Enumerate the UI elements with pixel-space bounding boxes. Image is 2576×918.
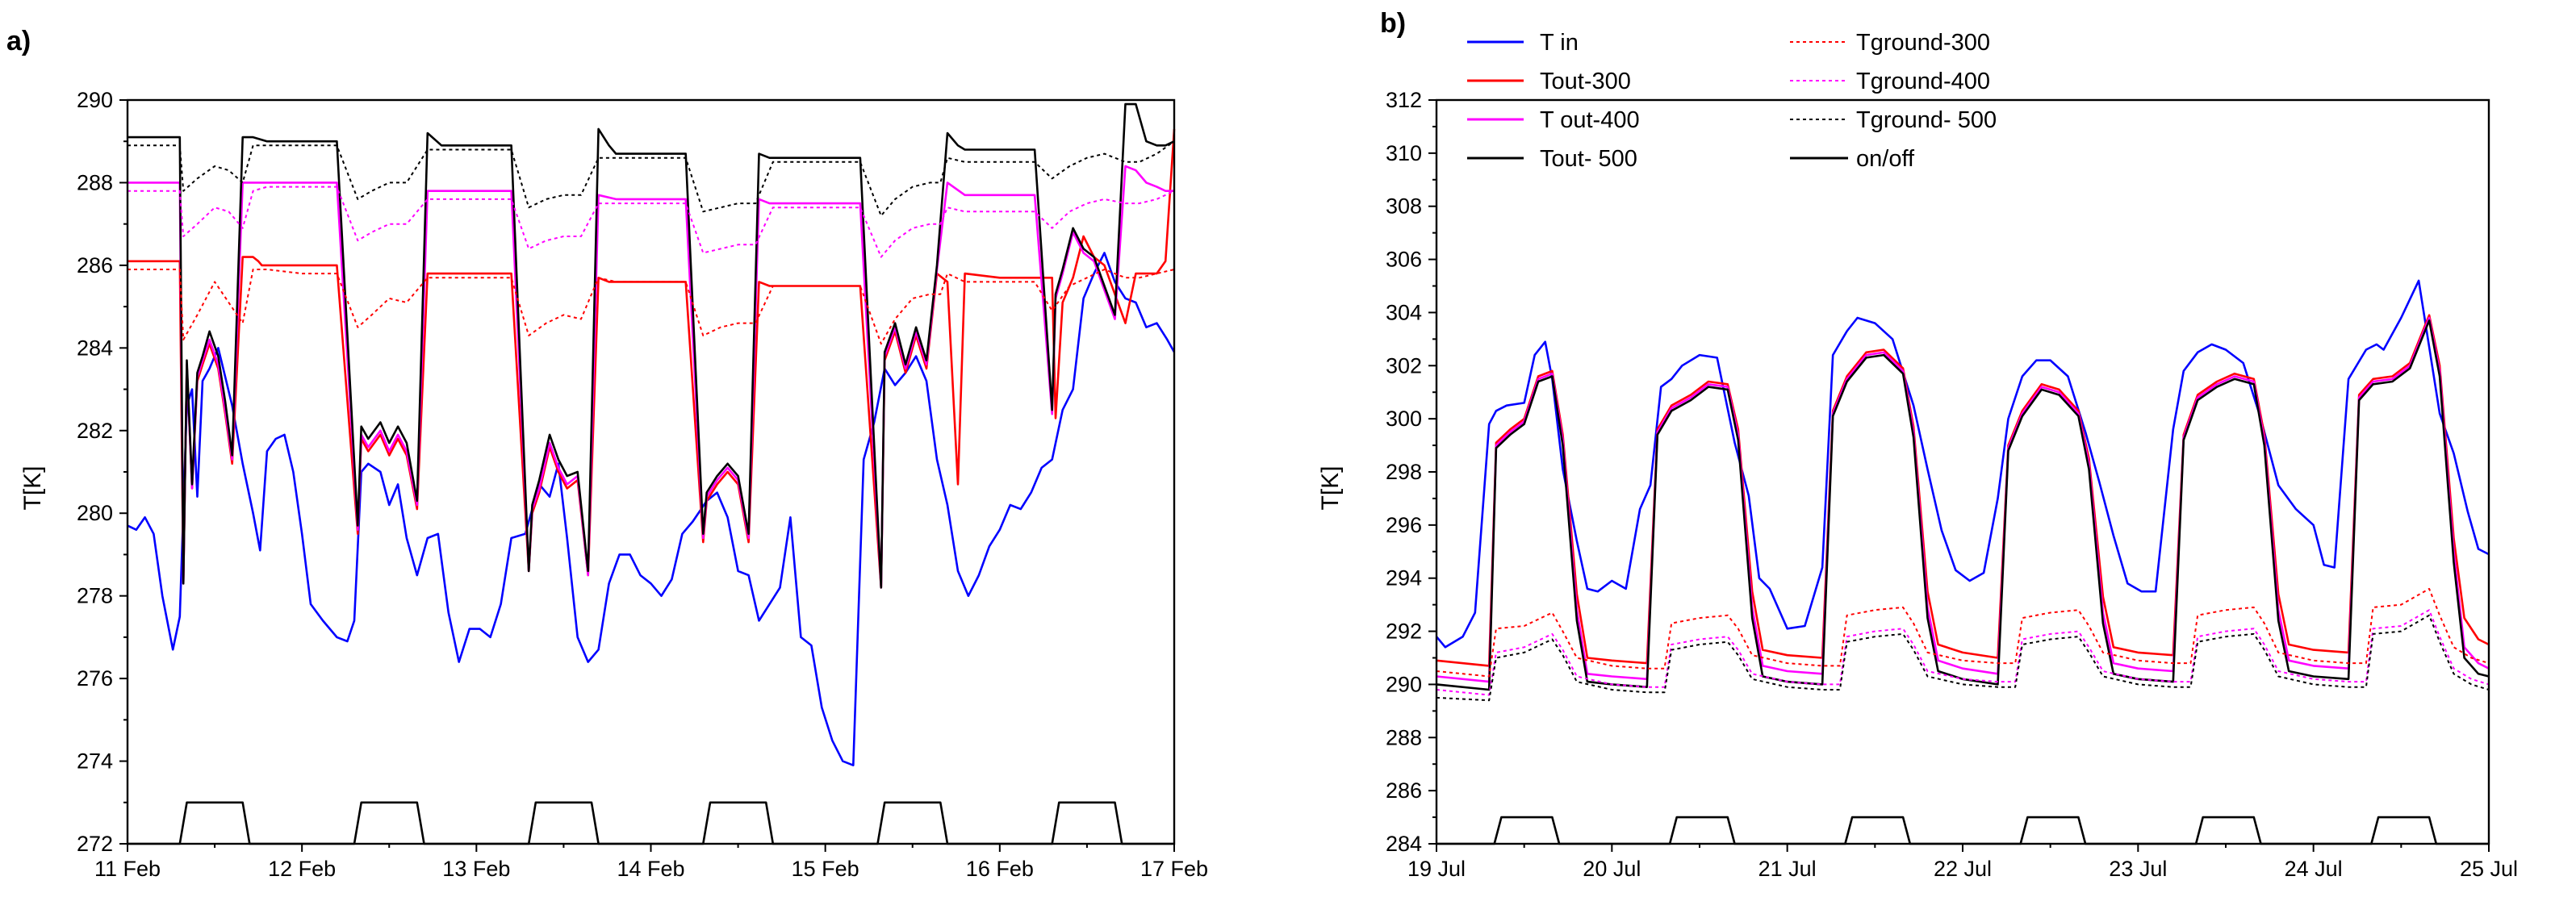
series-line-a-tout-300 bbox=[128, 128, 1176, 589]
series-line-a-tground-400 bbox=[128, 186, 1175, 258]
y-tick-label-a-288: 288 bbox=[77, 170, 113, 194]
y-tick-label-b-296: 296 bbox=[1386, 513, 1422, 537]
y-tick-label-b-294: 294 bbox=[1386, 566, 1422, 590]
legend-label-tground-500: Tground- 500 bbox=[1856, 107, 1997, 133]
y-axis-label-b: T[K] bbox=[1317, 465, 1344, 510]
x-tick-label-a-6: 17 Feb bbox=[1140, 857, 1208, 881]
legend: T in Tout-300 T out-400 Tout- 500 Tgroun… bbox=[1467, 30, 1997, 172]
ticks-b: 284 286 288 290 292 294 296 298 300 302 304 306 308 3… bbox=[1386, 88, 2518, 881]
y-tick-label-b-310: 310 bbox=[1386, 141, 1422, 165]
legend-label-t-in: T in bbox=[1540, 30, 1579, 56]
y-tick-label-a-290: 290 bbox=[77, 88, 113, 112]
legend-label-tout-500: Tout- 500 bbox=[1540, 146, 1637, 172]
legend-label-tground-300: Tground-300 bbox=[1856, 30, 1990, 56]
series-line-a-t-in bbox=[127, 252, 1176, 767]
chart-panel-b: b) T[K] 284 286 288 290 292 294 296 298 300 302 30… bbox=[1317, 8, 2518, 881]
series-line-b-tground-300 bbox=[1436, 587, 2490, 678]
y-tick-label-b-300: 300 bbox=[1386, 407, 1422, 431]
legend-label-on-off: on/off bbox=[1856, 146, 1915, 172]
y-tick-label-a-282: 282 bbox=[77, 419, 113, 443]
x-tick-label-b-2: 21 Jul bbox=[1758, 857, 1817, 881]
y-tick-label-b-286: 286 bbox=[1386, 778, 1422, 803]
x-tick-label-a-5: 16 Feb bbox=[966, 857, 1034, 881]
y-tick-label-b-302: 302 bbox=[1386, 353, 1422, 378]
series-line-b-t-in bbox=[1436, 279, 2490, 649]
series-line-b-t-out-400 bbox=[1436, 316, 2490, 683]
y-tick-label-b-292: 292 bbox=[1386, 620, 1422, 644]
y-tick-label-b-304: 304 bbox=[1386, 300, 1422, 324]
series-line-b-tground-400 bbox=[1436, 609, 2490, 696]
y-tick-label-b-290: 290 bbox=[1386, 672, 1422, 696]
x-tick-label-b-5: 24 Jul bbox=[2285, 857, 2343, 881]
y-tick-label-b-288: 288 bbox=[1386, 725, 1422, 749]
series-line-a-tout-500 bbox=[128, 102, 1175, 589]
x-tick-label-b-3: 22 Jul bbox=[1934, 857, 1992, 881]
y-tick-label-a-280: 280 bbox=[77, 501, 113, 525]
x-tick-label-b-6: 25 Jul bbox=[2460, 857, 2518, 881]
chart-panel-a: a) T[K] 272 274 276 278 280 282 284 286 288 290 11… bbox=[6, 26, 1208, 881]
x-tick-label-a-0: 11 Feb bbox=[94, 857, 161, 881]
x-tick-label-b-0: 19 Jul bbox=[1407, 857, 1466, 881]
y-tick-label-a-286: 286 bbox=[77, 253, 113, 277]
legend-label-tout-300: Tout-300 bbox=[1540, 69, 1631, 94]
y-tick-label-a-278: 278 bbox=[77, 584, 113, 608]
y-tick-label-a-276: 276 bbox=[77, 666, 113, 691]
series-line-a-tground-300 bbox=[128, 269, 1175, 345]
y-tick-label-a-284: 284 bbox=[77, 336, 113, 360]
x-tick-label-a-3: 14 Feb bbox=[617, 857, 684, 881]
series-line-b-tout-300 bbox=[1436, 314, 2490, 667]
y-axis-label-a: T[K] bbox=[19, 465, 46, 510]
ticks-a: 272 274 276 278 280 282 284 286 288 290 11 Feb 12 F… bbox=[77, 88, 1208, 881]
series-line-b-tground-500 bbox=[1436, 614, 2490, 702]
y-tick-label-b-298: 298 bbox=[1386, 460, 1422, 484]
y-tick-label-b-312: 312 bbox=[1386, 88, 1422, 112]
x-tick-label-b-4: 23 Jul bbox=[2109, 857, 2167, 881]
panel-label-b: b) bbox=[1380, 8, 1406, 39]
x-tick-label-a-2: 13 Feb bbox=[442, 857, 510, 881]
y-tick-label-a-274: 274 bbox=[77, 749, 113, 774]
legend-label-tground-400: Tground-400 bbox=[1856, 69, 1990, 94]
x-tick-label-a-4: 15 Feb bbox=[792, 857, 859, 881]
x-tick-label-a-1: 12 Feb bbox=[268, 857, 336, 881]
x-tick-label-b-1: 20 Jul bbox=[1583, 857, 1641, 881]
y-tick-label-b-306: 306 bbox=[1386, 248, 1422, 272]
series-line-a-tground-500 bbox=[128, 140, 1175, 217]
legend-label-tout-400: T out-400 bbox=[1540, 107, 1640, 133]
y-tick-label-b-284: 284 bbox=[1386, 832, 1422, 856]
y-tick-label-b-308: 308 bbox=[1386, 194, 1422, 219]
panel-label-a: a) bbox=[6, 26, 31, 56]
y-tick-label-a-272: 272 bbox=[77, 832, 113, 856]
